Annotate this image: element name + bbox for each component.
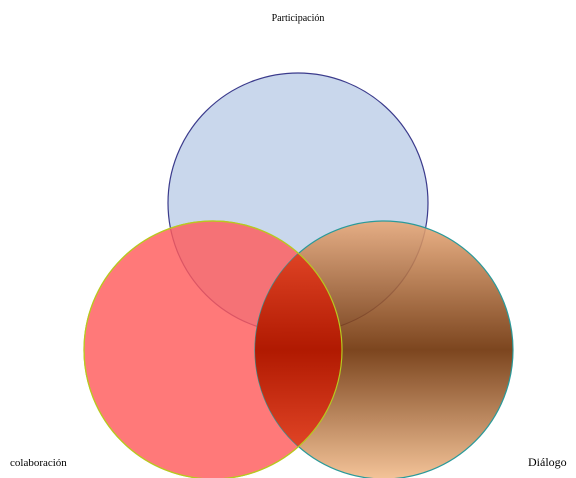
overlap-colaboracion-dialogo xyxy=(255,221,342,478)
label-colaboracion: colaboración xyxy=(10,457,67,469)
label-participacion: Participación xyxy=(272,13,325,24)
label-dialogo: Diálogo xyxy=(528,455,567,469)
circle-colaboracion-outline xyxy=(83,220,343,478)
